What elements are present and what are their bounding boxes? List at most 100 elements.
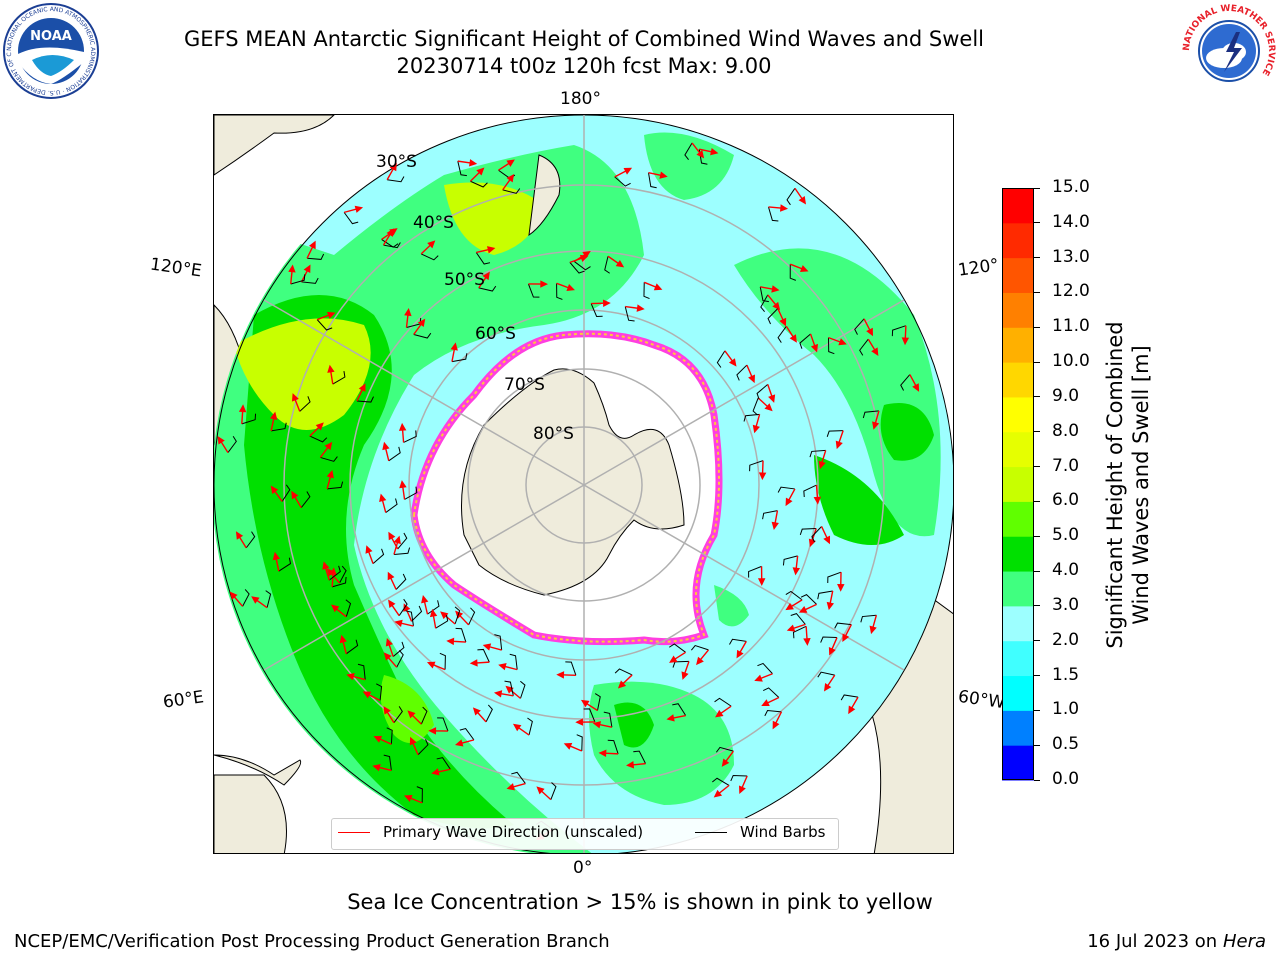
wave-direction-arrow: [761, 696, 780, 706]
wind-barb: [511, 771, 526, 784]
wind-barb: [393, 706, 403, 723]
colorbar-tick-mark: [1034, 570, 1040, 572]
wind-barb: [576, 734, 583, 752]
colorbar-tick-label: 4.0: [1052, 560, 1080, 581]
wind-barb: [457, 161, 467, 177]
colorbar-cell: [1002, 188, 1034, 224]
wave-direction-arrow: [828, 336, 847, 346]
wave-direction-arrow: [326, 469, 334, 490]
colorbar-tick-mark: [1034, 431, 1040, 433]
wave-direction-arrow: [691, 142, 705, 159]
wind-barb: [690, 644, 709, 651]
colorbar-cell: [1002, 710, 1034, 746]
wind-barb: [411, 605, 423, 622]
legend-barb-swatch: [695, 832, 727, 833]
colorbar-tick-mark: [1034, 187, 1040, 189]
wave-direction-arrow: [327, 364, 335, 385]
lat-label: 50°S: [444, 270, 485, 290]
wind-barb: [388, 446, 401, 462]
wave-direction-arrow: [398, 422, 407, 443]
wave-direction-arrow: [813, 484, 822, 505]
wind-barb: [227, 436, 237, 453]
wave-direction-arrow: [382, 441, 390, 461]
wind-barb: [241, 413, 257, 425]
colorbar-tick-mark: [1034, 326, 1040, 328]
wind-barb: [749, 460, 764, 472]
lon-label-60w: 60°W: [956, 686, 1007, 714]
colorbar-tick-mark: [1034, 709, 1040, 711]
lat-label: 70°S: [504, 375, 545, 395]
wind-barb: [356, 396, 374, 403]
vector-layer: [217, 142, 920, 841]
colorbar-tick-label: 10.0: [1052, 351, 1090, 372]
wind-barb: [343, 212, 359, 225]
wind-barb: [556, 283, 563, 300]
wave-direction-arrow: [790, 263, 809, 273]
wave-direction-arrow: [387, 571, 397, 590]
wave-direction-arrow: [493, 690, 514, 698]
lon-label-120w: 120°: [956, 255, 1001, 281]
wind-barb: [859, 338, 869, 356]
colorbar-tick-label: 8.0: [1052, 420, 1080, 441]
wave-direction-arrow: [835, 430, 844, 450]
lon-label-0: 0°: [573, 858, 593, 878]
legend-wave-label: Primary Wave Direction (unscaled): [383, 823, 644, 841]
wave-direction-arrow: [385, 637, 394, 657]
wind-barb: [420, 706, 428, 725]
wind-barb: [383, 754, 392, 771]
chart-title: GEFS MEAN Antarctic Significant Height o…: [183, 27, 985, 51]
wave-direction-arrow: [291, 490, 302, 509]
wave-direction-arrow: [322, 561, 330, 581]
wind-barb: [648, 172, 657, 189]
colorbar-title: Significant Height of Combined Wind Wave…: [1102, 295, 1154, 675]
wave-direction-arrow: [300, 264, 311, 283]
wind-barb: [614, 176, 631, 187]
colorbar-tick-label: 13.0: [1052, 246, 1090, 267]
wind-barb: [777, 325, 787, 343]
colorbar-cell: [1002, 536, 1034, 572]
wind-barb: [607, 739, 619, 755]
wave-direction-arrow: [505, 685, 521, 699]
colorbar-cell: [1002, 292, 1034, 328]
wave-direction-arrow: [713, 784, 730, 798]
wind-barb: [372, 548, 385, 565]
wave-direction-arrow: [356, 383, 366, 402]
wave-direction-arrow: [536, 786, 552, 801]
colorbar-cell: [1002, 675, 1034, 711]
colorbar-tick-mark: [1034, 396, 1040, 398]
wind-barb: [475, 252, 491, 265]
lon-label-120e: 120°E: [148, 254, 203, 282]
wind-barb: [281, 484, 291, 502]
wind-barb: [436, 757, 451, 770]
wave-direction-arrow: [388, 599, 400, 617]
lat-label: 60°S: [475, 324, 516, 344]
wind-barb: [405, 610, 414, 627]
wind-barb: [862, 410, 879, 419]
noaa-text: NOAA: [30, 29, 72, 44]
wave-direction-arrow: [848, 696, 859, 715]
wave-direction-arrow: [382, 228, 394, 246]
sea-ice-note: Sea Ice Concentration > 15% is shown in …: [347, 890, 933, 914]
wave-direction-arrow: [563, 742, 583, 752]
wave-direction-arrow: [556, 671, 576, 679]
wave-direction-arrow: [767, 384, 776, 403]
wave-direction-arrow: [798, 603, 817, 613]
wind-barb: [339, 565, 347, 584]
colorbar-tick-mark: [1034, 500, 1040, 502]
wind-barb: [307, 253, 325, 260]
wind-barb: [470, 180, 488, 188]
lon-label-180: 180°: [560, 89, 601, 109]
lat-label: 80°S: [533, 424, 574, 444]
wind-barb: [767, 308, 779, 325]
wind-barb: [403, 430, 417, 443]
colorbar-tick-mark: [1034, 779, 1040, 781]
colorbar-cell: [1002, 605, 1034, 642]
wave-direction-arrow: [643, 281, 663, 291]
wave-direction-arrow: [343, 205, 364, 214]
wind-barb: [811, 526, 822, 543]
wave-direction-arrow: [826, 590, 834, 611]
wind-barb: [590, 303, 603, 317]
wind-barb: [320, 456, 338, 462]
wind-barb: [331, 576, 347, 588]
colorbar-tick-label: 1.0: [1052, 699, 1080, 720]
